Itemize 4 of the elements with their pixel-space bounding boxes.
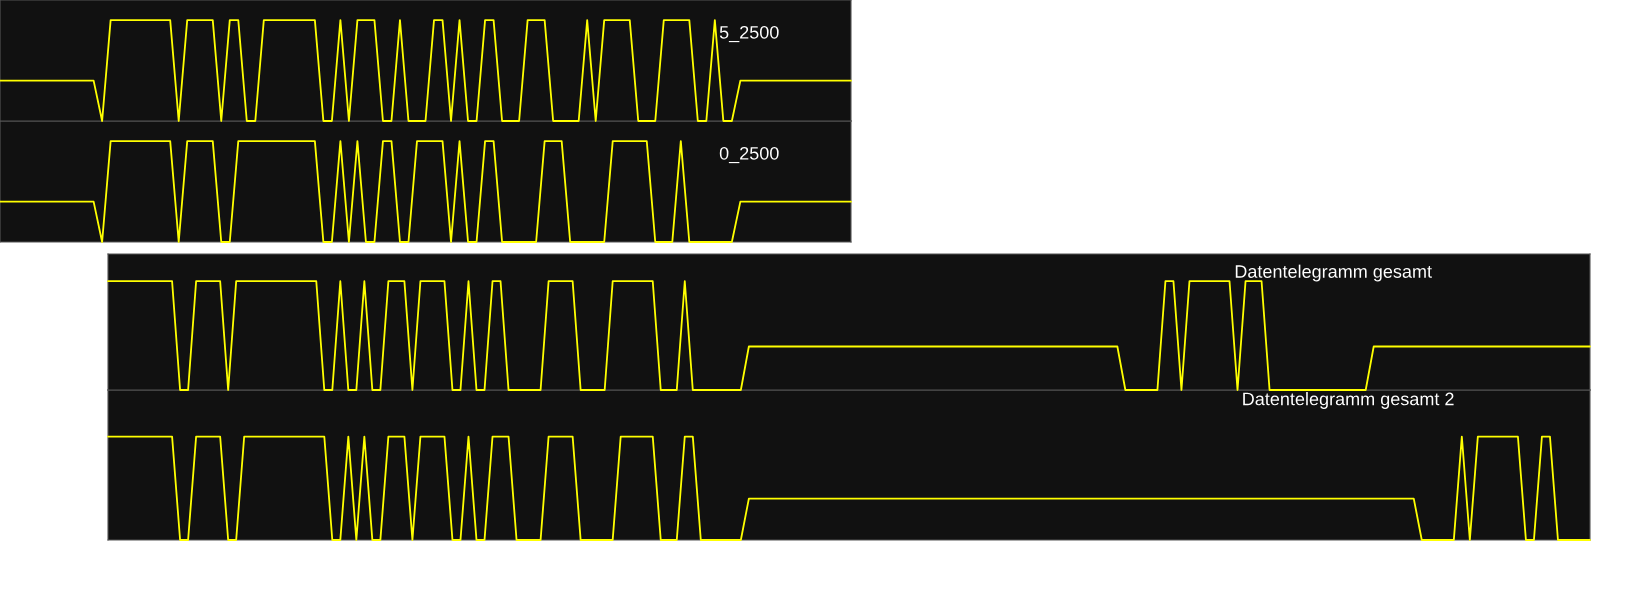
chart-title: 0_2500 (719, 146, 779, 164)
chart-title: 5_2500 (719, 25, 779, 43)
chart-title: Datentelegramm gesamt (1235, 264, 1432, 282)
chart-title: Datentelegramm gesamt 2 (1243, 392, 1454, 409)
